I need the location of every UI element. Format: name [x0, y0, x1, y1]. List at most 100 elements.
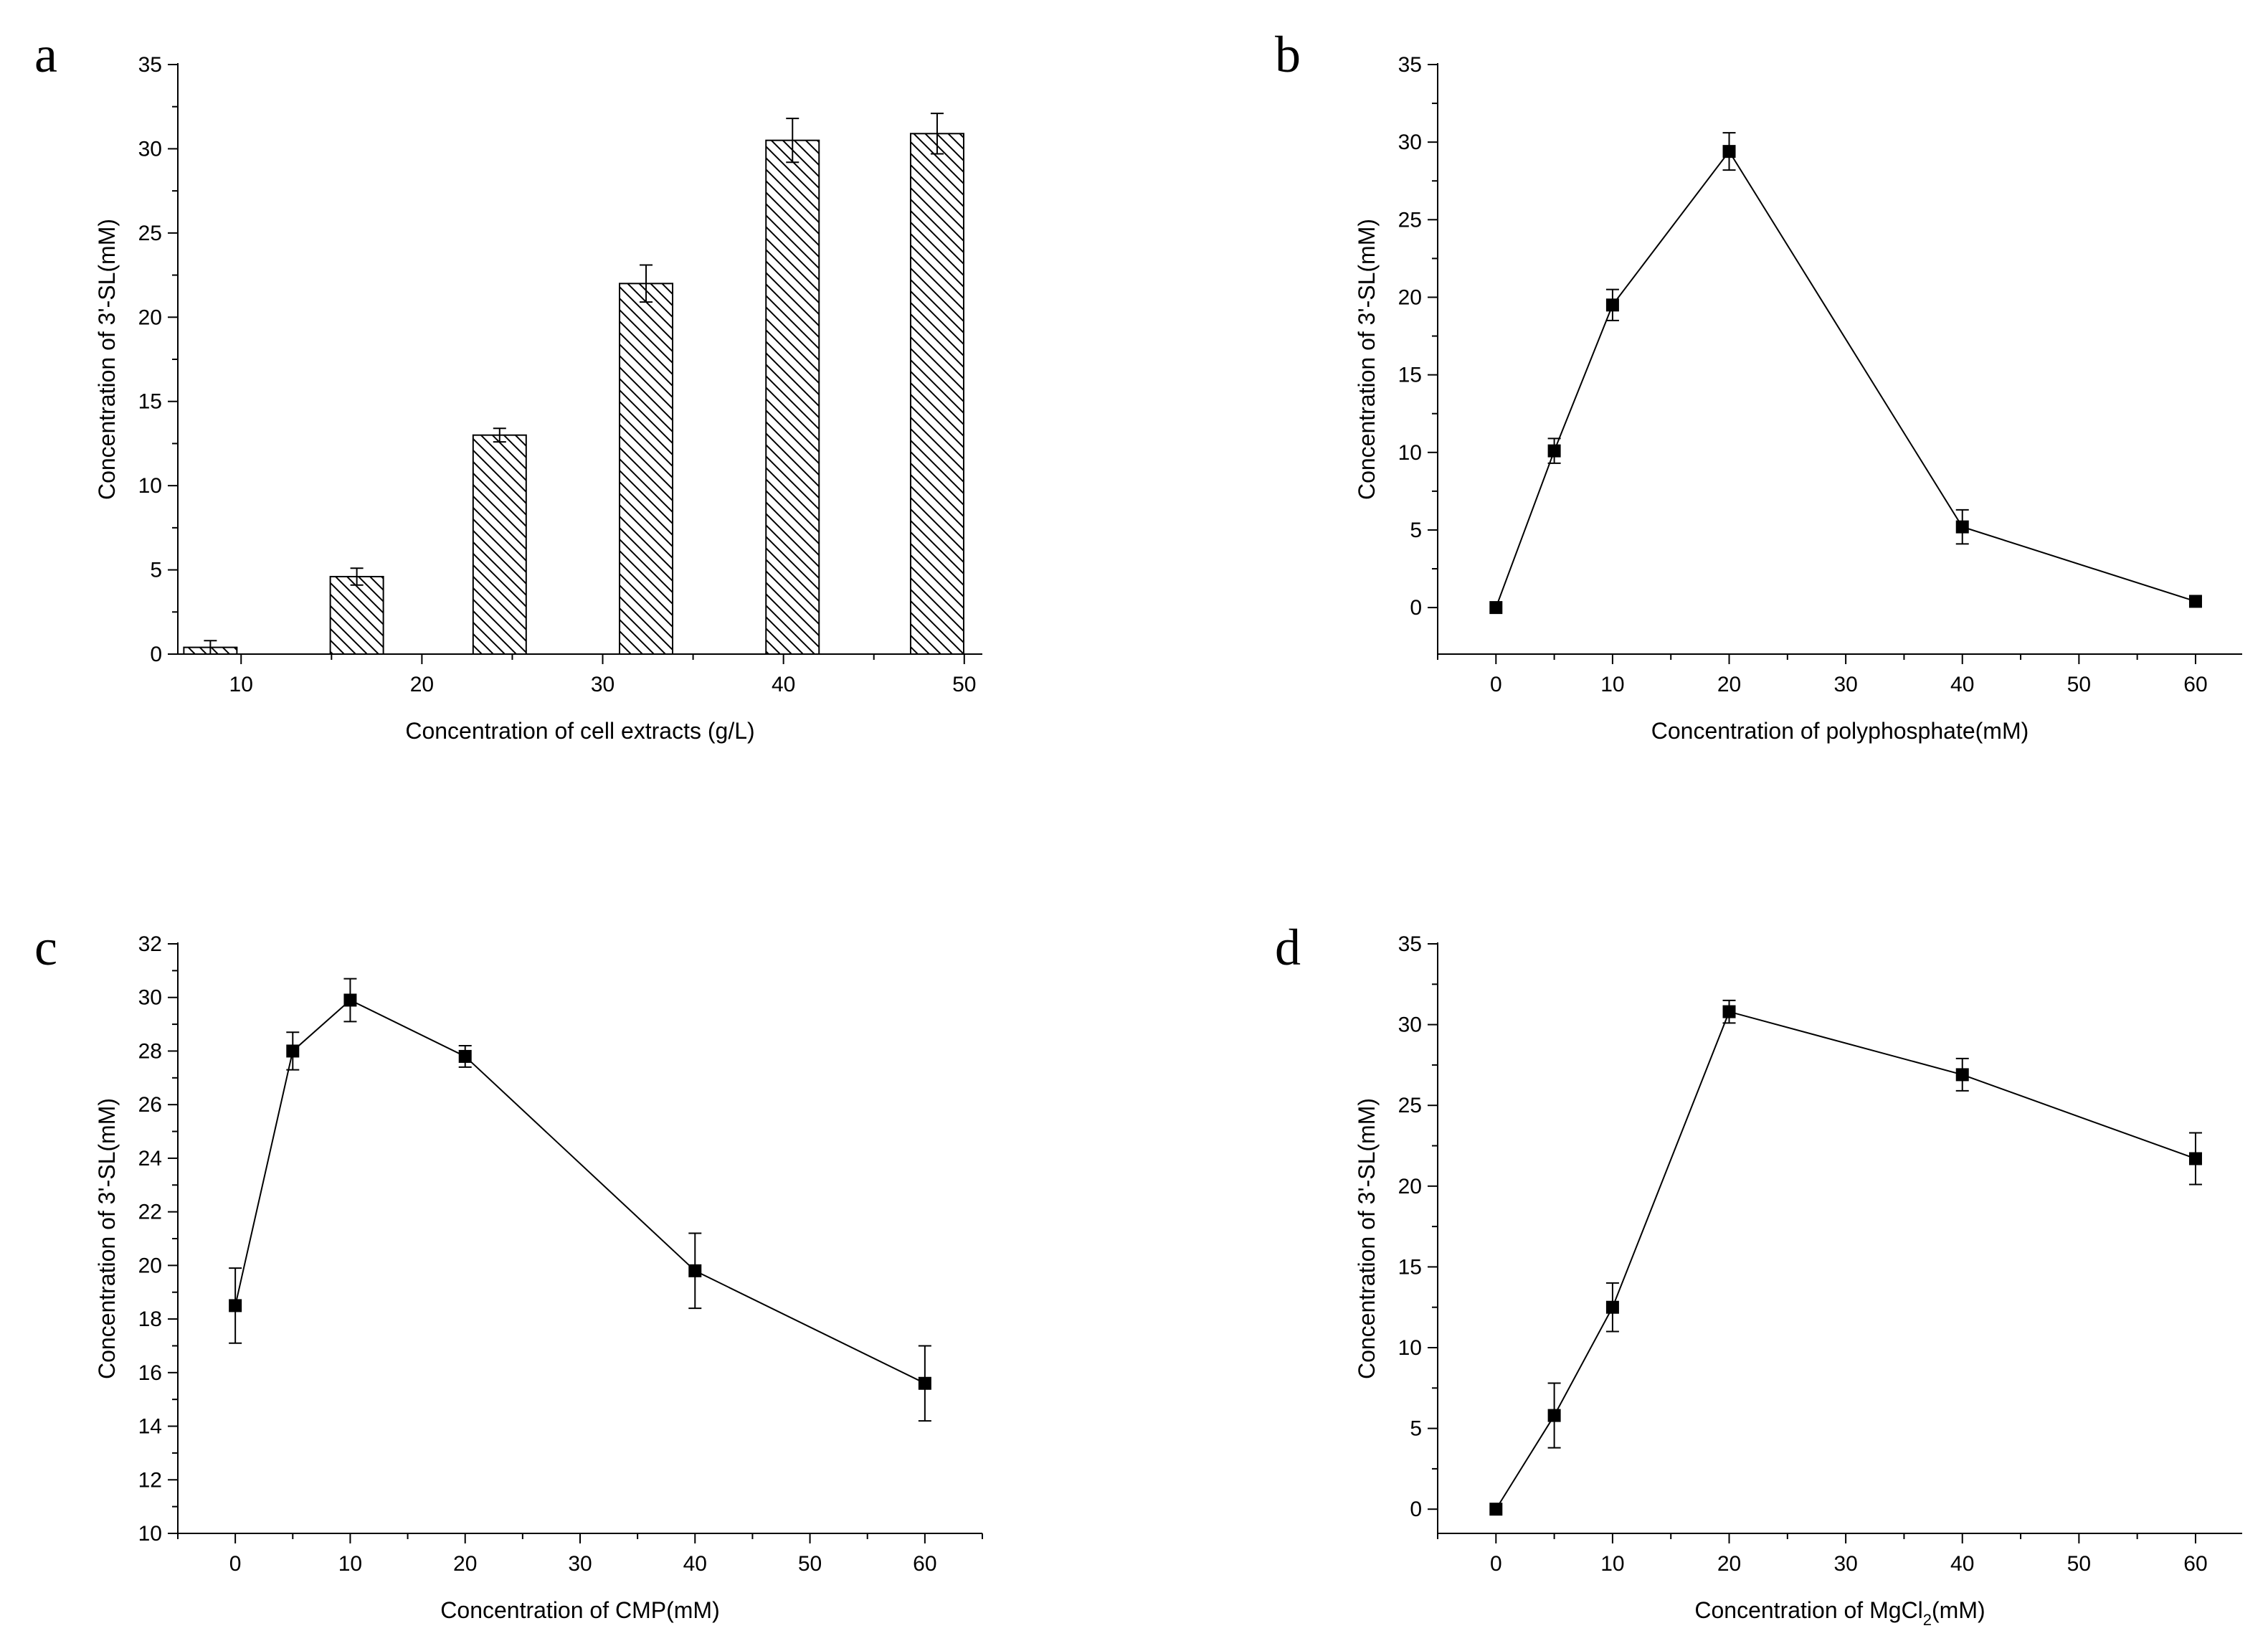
panel-letter: c — [34, 919, 57, 976]
data-point — [2188, 595, 2202, 608]
y-tick-label: 5 — [1410, 519, 1422, 542]
x-axis-title: Concentration of polyphosphate(mM) — [1651, 718, 2029, 744]
y-axis-title: Concentration of 3'-SL(mM) — [1354, 219, 1380, 500]
x-axis-title-suffix: (mM) — [1932, 1597, 1985, 1623]
y-tick-label: 15 — [1398, 364, 1422, 387]
x-tick-label: 10 — [1600, 1552, 1624, 1576]
y-tick-label: 26 — [138, 1093, 162, 1117]
x-tick-label: 50 — [952, 673, 976, 696]
x-axis-title-text: Concentration of polyphosphate(mM) — [1651, 718, 2029, 744]
y-tick-label: 22 — [138, 1201, 162, 1224]
series-line — [1495, 1011, 2196, 1510]
x-tick-label: 20 — [1717, 673, 1741, 696]
y-tick-label: 15 — [1398, 1255, 1422, 1279]
chart-panel-d: d 0 5 10 15 20 25 30 35 0 10 20 30 40 50 60 Concentratio… — [1275, 919, 2242, 1629]
x-tick-label: 50 — [2067, 673, 2091, 696]
y-tick-label: 18 — [138, 1307, 162, 1331]
data-point — [286, 1044, 300, 1058]
y-tick-label: 0 — [1410, 596, 1422, 620]
y-tick-label: 35 — [1398, 53, 1422, 77]
y-tick-label: 20 — [138, 306, 162, 329]
y-tick-label: 28 — [138, 1039, 162, 1063]
x-tick-label: 40 — [772, 673, 795, 696]
x-tick-label: 10 — [338, 1552, 362, 1576]
x-tick-label: 50 — [2067, 1552, 2091, 1576]
chart-panel-c: c 10 12 14 16 18 20 22 24 26 28 30 32 0 10 20 30 40 50 60 Co… — [34, 919, 983, 1623]
x-tick-label: 0 — [229, 1552, 242, 1576]
data-point — [1955, 520, 1969, 534]
y-axis-title: Concentration of 3'-SL(mM) — [1354, 1098, 1380, 1379]
x-axis-title: Concentration of MgCl2(mM) — [1694, 1597, 1985, 1629]
y-tick-label: 15 — [138, 390, 162, 414]
x-axis-title-subscript: 2 — [1923, 1611, 1932, 1629]
y-tick-label: 10 — [1398, 441, 1422, 465]
bar — [765, 139, 820, 655]
x-tick-label: 50 — [798, 1552, 822, 1576]
x-tick-label: 40 — [683, 1552, 707, 1576]
y-tick-label: 25 — [1398, 1094, 1422, 1117]
y-tick-label: 10 — [138, 1522, 162, 1546]
y-tick-label: 35 — [138, 53, 162, 77]
data-point — [1605, 1300, 1619, 1314]
data-point — [1722, 1005, 1736, 1018]
data-point — [458, 1049, 472, 1063]
y-tick-label: 20 — [1398, 285, 1422, 309]
bar — [329, 575, 384, 655]
y-tick-label: 5 — [1410, 1417, 1422, 1441]
x-tick-label: 10 — [1600, 673, 1624, 696]
y-axis-title: Concentration of 3'-SL(mM) — [94, 219, 120, 500]
y-tick-label: 35 — [1398, 932, 1422, 956]
x-tick-label: 20 — [1717, 1552, 1741, 1576]
panel-letter: d — [1275, 919, 1301, 976]
x-axis-title: Concentration of cell extracts (g/L) — [405, 718, 754, 744]
y-tick-label: 5 — [150, 559, 162, 582]
x-tick-label: 40 — [1950, 1552, 1974, 1576]
y-tick-label: 0 — [150, 643, 162, 666]
bar — [472, 434, 527, 656]
x-axis-title-text: Concentration of CMP(mM) — [440, 1597, 719, 1623]
x-tick-label: 30 — [1833, 673, 1857, 696]
data-point — [1547, 1409, 1561, 1422]
y-tick-label: 10 — [138, 474, 162, 498]
x-tick-label: 30 — [1833, 1552, 1857, 1576]
x-tick-label: 0 — [1490, 1552, 1502, 1576]
y-tick-label: 24 — [138, 1147, 162, 1170]
y-tick-label: 10 — [1398, 1336, 1422, 1360]
panel-letter: a — [34, 26, 57, 83]
series-line — [234, 999, 926, 1384]
data-point — [1722, 145, 1736, 159]
x-tick-label: 30 — [568, 1552, 592, 1576]
chart-panel-a: a 0 5 10 15 20 25 30 35 10 20 30 40 50 Concentration o… — [34, 26, 982, 744]
data-point — [1489, 601, 1503, 615]
data-point — [1955, 1068, 1969, 1082]
y-tick-label: 30 — [138, 137, 162, 161]
panel-letter: b — [1275, 26, 1301, 83]
data-point — [688, 1264, 702, 1277]
bar — [909, 133, 964, 655]
x-tick-label: 40 — [1950, 673, 1974, 696]
y-tick-label: 30 — [1398, 1013, 1422, 1037]
y-tick-label: 20 — [138, 1254, 162, 1277]
x-tick-label: 0 — [1490, 673, 1502, 696]
x-axis-title-text: Concentration of cell extracts (g/L) — [405, 718, 754, 744]
data-point — [1489, 1503, 1503, 1516]
x-axis-title-text: Concentration of MgCl — [1694, 1597, 1922, 1623]
x-tick-label: 30 — [591, 673, 615, 696]
bar — [619, 283, 674, 656]
y-tick-label: 14 — [138, 1415, 162, 1439]
x-tick-label: 60 — [2183, 1552, 2207, 1576]
y-tick-label: 12 — [138, 1468, 162, 1492]
data-point — [1605, 298, 1619, 312]
y-tick-label: 30 — [138, 986, 162, 1010]
y-tick-label: 16 — [138, 1361, 162, 1385]
y-tick-label: 25 — [1398, 208, 1422, 232]
x-tick-label: 60 — [913, 1552, 936, 1576]
x-tick-label: 20 — [410, 673, 434, 696]
y-tick-label: 32 — [138, 932, 162, 956]
y-axis-title: Concentration of 3'-SL(mM) — [94, 1098, 120, 1379]
x-tick-label: 10 — [229, 673, 253, 696]
y-tick-label: 20 — [1398, 1175, 1422, 1198]
data-point — [229, 1299, 242, 1312]
x-axis-title: Concentration of CMP(mM) — [440, 1597, 719, 1623]
